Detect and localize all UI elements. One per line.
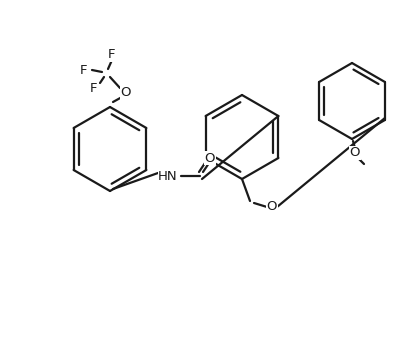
Text: O: O [350,146,360,159]
Text: F: F [80,64,88,76]
Text: O: O [121,87,131,99]
Text: F: F [108,48,116,61]
Text: F: F [90,83,98,95]
Text: O: O [267,200,277,214]
Text: O: O [205,151,215,164]
Text: HN: HN [158,169,178,182]
